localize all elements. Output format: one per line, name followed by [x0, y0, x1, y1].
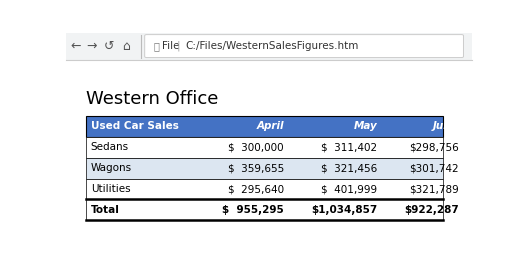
- Text: Utilities: Utilities: [91, 184, 130, 194]
- Text: $  359,655: $ 359,655: [228, 163, 284, 173]
- Text: ←: ←: [70, 40, 81, 53]
- Bar: [86, 158, 443, 179]
- Text: ⓘ: ⓘ: [154, 41, 160, 51]
- Bar: [86, 179, 443, 199]
- Text: File: File: [161, 41, 179, 51]
- Text: Sedans: Sedans: [91, 142, 129, 152]
- Text: $  300,000: $ 300,000: [228, 142, 284, 152]
- Text: $301,742: $301,742: [409, 163, 458, 173]
- Text: |: |: [177, 41, 180, 51]
- Text: →: →: [86, 40, 97, 53]
- Bar: [86, 137, 443, 158]
- Text: Western Office: Western Office: [86, 90, 218, 108]
- Text: $1,034,857: $1,034,857: [311, 205, 377, 215]
- Text: $922,287: $922,287: [404, 205, 458, 215]
- Text: $  295,640: $ 295,640: [228, 184, 284, 194]
- Text: $298,756: $298,756: [409, 142, 458, 152]
- Text: ⌂: ⌂: [122, 40, 129, 53]
- Text: $321,789: $321,789: [409, 184, 458, 194]
- Text: ↺: ↺: [104, 40, 115, 53]
- Text: April: April: [256, 121, 284, 131]
- Text: $  401,999: $ 401,999: [321, 184, 377, 194]
- Bar: [86, 116, 443, 137]
- Text: $  311,402: $ 311,402: [321, 142, 377, 152]
- Bar: [66, 33, 472, 60]
- Text: Used Car Sales: Used Car Sales: [91, 121, 179, 131]
- Text: May: May: [354, 121, 377, 131]
- Text: Total: Total: [91, 205, 119, 215]
- Text: $  955,295: $ 955,295: [222, 205, 284, 215]
- Text: C:/Files/WesternSalesFigures.htm: C:/Files/WesternSalesFigures.htm: [185, 41, 358, 51]
- Text: $  321,456: $ 321,456: [321, 163, 377, 173]
- FancyBboxPatch shape: [145, 35, 463, 57]
- Bar: [86, 199, 443, 220]
- Text: Wagons: Wagons: [91, 163, 132, 173]
- Text: June: June: [433, 121, 458, 131]
